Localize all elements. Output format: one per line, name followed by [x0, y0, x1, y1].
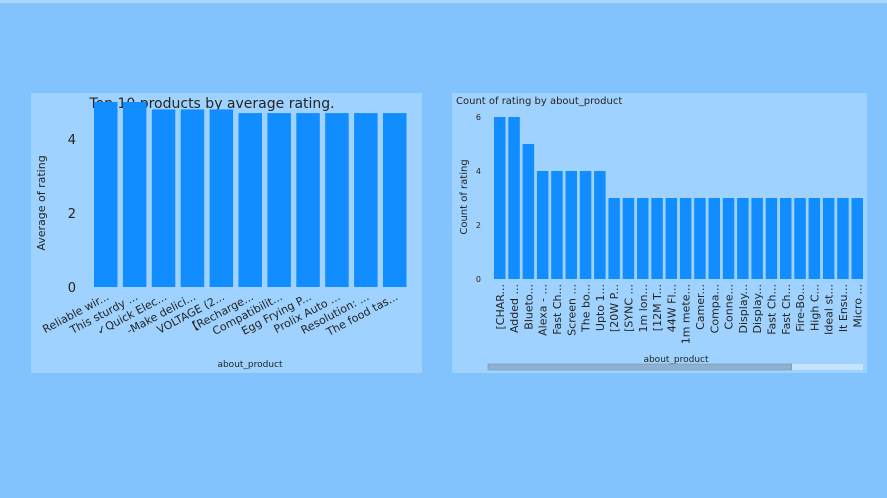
chart2-x-tick-label: Blueto... [522, 284, 535, 330]
chart2-bar[interactable] [794, 198, 806, 279]
chart2-x-tick-label: 44W Fl... [665, 284, 678, 332]
chart2-x-tick-label: [SYNC ... [622, 284, 635, 332]
chart2-x-tick-label: Display... [751, 284, 764, 333]
chart2-x-tick-label: It Ensu... [837, 284, 850, 332]
average-rating-chart-visual[interactable]: Top 10 products by average rating. Avera… [31, 93, 422, 373]
chart1-bar[interactable] [151, 109, 176, 288]
horizontal-scrollbar-thumb[interactable] [487, 363, 792, 371]
chart2-bar[interactable] [808, 198, 821, 279]
chart2-x-tick-label: High C... [808, 284, 821, 331]
chart1-title: Top 10 products by average rating. [88, 96, 334, 112]
chart2-bar[interactable] [837, 198, 849, 279]
chart2-x-axis-label: about_product [643, 355, 709, 365]
chart2-bar[interactable] [780, 198, 792, 279]
chart1-bar[interactable] [180, 109, 205, 288]
chart2-bar[interactable] [551, 171, 563, 279]
chart1-bar[interactable] [209, 109, 234, 288]
chart2-bar[interactable] [522, 144, 535, 279]
chart1-x-axis-label: about_product [217, 360, 283, 370]
chart2-x-tick-label: Upto 1... [594, 284, 607, 331]
chart2-bar[interactable] [694, 198, 706, 279]
chart2-y-tick-label: 2 [476, 221, 481, 230]
chart1-y-tick-label: 2 [68, 207, 76, 222]
chart1-bar[interactable] [354, 113, 378, 287]
chart1-bar[interactable] [238, 113, 263, 287]
chart2-x-tick-label: Ideal st... [823, 284, 836, 335]
chart2-x-tick-label: Fast Ch... [765, 284, 778, 335]
chart2-x-tick-label: Fire-Bo... [794, 284, 807, 332]
chart2-bar[interactable] [508, 117, 520, 279]
chart2-bar[interactable] [722, 198, 735, 279]
chart2-bar[interactable] [679, 198, 692, 279]
chart2-bar[interactable] [594, 171, 606, 279]
chart1-bar[interactable] [122, 102, 147, 287]
chart2-x-tick-label: Conne... [723, 284, 736, 330]
chart1-y-tick-label: 4 [68, 133, 76, 148]
chart2-x-tick-label: [CHAR... [494, 284, 507, 330]
chart2-x-tick-label: [12M T... [651, 284, 664, 331]
chart1-bar[interactable] [94, 102, 118, 287]
chart2-bar[interactable] [765, 198, 778, 279]
chart2-bar[interactable] [622, 198, 635, 279]
chart2-y-tick-label: 4 [476, 167, 481, 176]
chart2-x-tick-label: [20W P... [608, 284, 621, 332]
chart1-bar[interactable] [325, 113, 349, 287]
chart2-y-tick-label: 6 [476, 113, 481, 122]
chart2-y-axis-label: Count of rating [459, 159, 470, 234]
chart2-title: Count of rating by about_product [456, 96, 622, 107]
chart2-bar[interactable] [494, 117, 506, 279]
chart2-x-tick-label: Micro ... [851, 284, 864, 328]
chart2-x-tick-label: Camer... [694, 284, 707, 330]
chart2-y-tick-label: 0 [476, 275, 481, 284]
chart1-y-tick-label: 0 [68, 281, 76, 296]
count-rating-chart: Count of rating by about_product Count o… [456, 96, 864, 371]
chart2-bar[interactable] [751, 198, 763, 279]
window-top-border [0, 0, 887, 3]
chart2-bar[interactable] [737, 198, 749, 279]
chart2-x-tick-label: Fast Ch... [551, 284, 564, 335]
chart2-bar[interactable] [851, 198, 864, 279]
chart1-bar[interactable] [383, 113, 407, 287]
chart2-bar[interactable] [665, 198, 678, 279]
chart2-bar[interactable] [536, 171, 549, 279]
chart2-x-tick-label: Alexa - ... [537, 284, 550, 336]
chart2-x-tick-label: 1m mete... [680, 284, 693, 344]
chart2-bar[interactable] [608, 198, 620, 279]
chart2-bar[interactable] [565, 171, 578, 279]
chart2-bar[interactable] [822, 198, 835, 279]
chart2-x-tick-label: Compa... [708, 284, 721, 333]
average-rating-chart: Top 10 products by average rating. Avera… [35, 96, 407, 370]
chart2-x-tick-label: 1m lon... [637, 284, 650, 332]
count-rating-chart-visual[interactable]: Count of rating by about_product Count o… [452, 93, 867, 373]
chart2-x-tick-label: Screen ... [565, 284, 578, 336]
chart2-x-tick-label: The bo... [580, 284, 593, 333]
chart2-x-tick-label: Added ... [508, 284, 521, 333]
chart2-bar[interactable] [708, 198, 721, 279]
chart1-bar[interactable] [296, 113, 320, 287]
chart1-bar[interactable] [267, 113, 291, 287]
chart2-bar[interactable] [579, 171, 592, 279]
chart1-y-axis-label: Average of rating [35, 155, 48, 250]
chart2-x-tick-label: Display... [737, 284, 750, 333]
chart2-bar[interactable] [651, 198, 663, 279]
chart2-bar[interactable] [637, 198, 649, 279]
chart2-x-tick-label: Fast Ch... [780, 284, 793, 335]
